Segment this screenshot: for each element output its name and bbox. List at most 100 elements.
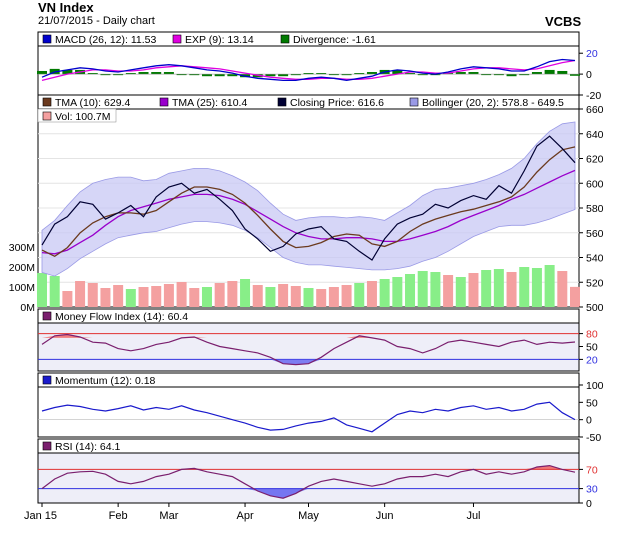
volume-bar [468, 273, 479, 307]
divergence-bar [163, 72, 174, 75]
volume-bar [265, 287, 276, 307]
volume-bar [405, 274, 416, 307]
bollinger-band [41, 121, 576, 277]
volume-bar [189, 288, 200, 307]
mfi-oversold-fill [42, 359, 575, 365]
x-tick-label-6: Jul [466, 510, 480, 522]
divergence-bar [405, 73, 416, 75]
price-legend-swatch-0 [42, 97, 52, 107]
momentum-legend-label-0: Momentum (12): 0.18 [55, 375, 156, 387]
x-tick-label-5: Jun [376, 510, 394, 522]
divergence-bar [125, 73, 136, 75]
volume-bar [531, 268, 542, 307]
tma10-line [41, 146, 576, 258]
volume-bar [49, 276, 60, 307]
volume-bar [278, 284, 289, 307]
price-tick-label-1: 640 [586, 129, 604, 141]
momentum-tick-label-2: 0 [586, 415, 592, 427]
divergence-bar [316, 73, 327, 75]
volume-bar [125, 289, 136, 307]
divergence-bar [113, 74, 124, 76]
volume-bar [100, 288, 111, 307]
divergence-bar [227, 74, 238, 77]
divergence-bar [341, 74, 352, 76]
price-tick-label-8: 500 [586, 302, 604, 314]
rsi-line [41, 464, 576, 499]
rsi-legend-label-0: RSI (14): 64.1 [55, 441, 121, 453]
price-legend-bar [37, 94, 580, 110]
volume-bar [443, 275, 454, 307]
volume-bar [366, 281, 377, 307]
volume-tick-label-3: 0M [20, 302, 35, 314]
divergence-bar [278, 74, 289, 77]
mfi-legend-swatch-0 [42, 311, 52, 321]
volume-bar [354, 283, 365, 307]
volume-bar [138, 287, 149, 307]
divergence-bar [493, 74, 504, 76]
divergence-bar [37, 70, 47, 75]
price-tick-label-5: 560 [586, 228, 604, 240]
macd-tick-label-0: 20 [586, 48, 598, 60]
volume-bar [227, 281, 238, 307]
x-tick-label-2: Mar [159, 510, 178, 522]
mfi-tick-label-0: 80 [586, 329, 598, 341]
volume-bar [62, 291, 73, 307]
volume-bar [163, 284, 174, 307]
x-tick-label-3: Apr [236, 510, 253, 522]
price-tick-label-6: 540 [586, 253, 604, 265]
divergence-bar [100, 74, 111, 76]
volume-bar [519, 267, 530, 307]
price-tick-label-4: 580 [586, 203, 604, 215]
price-tick-label-3: 600 [586, 178, 604, 190]
volume-bar [303, 288, 314, 307]
price-legend-swatch-1 [159, 97, 169, 107]
volume-bar [506, 272, 517, 307]
price-legend-label-2: Closing Price: 616.6 [290, 97, 384, 109]
macd-tick-label-1: 0 [586, 69, 592, 81]
volume-tick-label-1: 200M [9, 262, 35, 274]
rsi-legend-bar [37, 438, 580, 454]
mfi-line [41, 333, 576, 366]
source-label: VCBS [545, 14, 582, 29]
price-tick-label-0: 660 [586, 104, 604, 116]
divergence-bar [481, 74, 492, 76]
divergence-bar [265, 74, 276, 77]
momentum-legend-bar [37, 372, 580, 388]
divergence-bar [392, 69, 403, 75]
macd-line [41, 58, 576, 82]
volume-bar [392, 277, 403, 307]
volume-bar [570, 286, 580, 307]
divergence-bar [138, 72, 149, 75]
chart-title: VN Index [38, 0, 94, 15]
volume-bar [201, 287, 212, 307]
divergence-bar [417, 74, 428, 76]
volume-bar [151, 286, 162, 307]
price-legend-label-1: TMA (25): 610.4 [172, 97, 247, 109]
divergence-bar [519, 74, 530, 76]
momentum-tick-label-0: 100 [586, 380, 604, 392]
volume-bar [240, 279, 251, 307]
mfi-tick-label-2: 20 [586, 354, 598, 366]
volume-tick-label-0: 300M [9, 242, 35, 254]
price-legend-swatch-2 [277, 97, 287, 107]
volume-bar [481, 270, 492, 307]
tma25-line [41, 169, 576, 255]
macd-tick-label-2: -20 [586, 90, 601, 102]
momentum-line [41, 401, 576, 433]
volume-bar [214, 283, 225, 307]
divergence-bar [151, 72, 162, 75]
volume-bar [316, 289, 327, 307]
price-legend-swatch-3 [409, 97, 419, 107]
divergence-bar [62, 69, 73, 75]
divergence-bar [544, 69, 555, 75]
volume-bar [341, 285, 352, 307]
volume-bar [417, 271, 428, 307]
volume-bar [493, 269, 504, 307]
mfi-legend-bar [37, 308, 580, 324]
volume-bar [252, 285, 263, 307]
divergence-bar [468, 72, 479, 75]
divergence-bar [303, 73, 314, 75]
x-tick-label-0: Jan 15 [24, 510, 57, 522]
divergence-bar [455, 72, 466, 75]
